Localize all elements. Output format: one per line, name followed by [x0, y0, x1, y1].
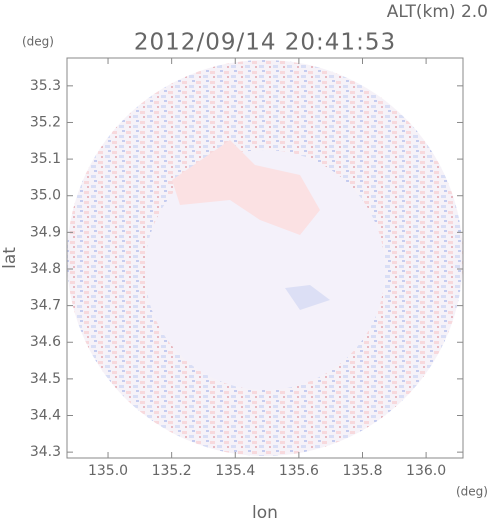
x-label: lon: [252, 503, 278, 521]
y-tick-label: 34.4: [30, 408, 61, 424]
y-tick-label: 35.3: [30, 78, 61, 94]
echo-area: [285, 285, 330, 310]
altitude: ALT(km) 2.0: [387, 2, 488, 22]
x-tick-label: 135.4: [215, 463, 255, 479]
y-tick-label: 35.2: [30, 114, 61, 130]
y-tick-label: 34.5: [30, 371, 61, 387]
y-tick-label: 34.6: [30, 334, 61, 350]
y-label: lat: [0, 247, 20, 269]
y-tick-label: 34.8: [30, 261, 61, 277]
x-tick-label: 135.2: [152, 463, 192, 479]
x-tick-label: 136.0: [406, 463, 446, 479]
y-tick-label: 34.7: [30, 298, 61, 314]
y-tick-label: 34.3: [30, 444, 61, 460]
chart-title: 2012/09/14 20:41:53: [134, 30, 396, 56]
x-unit: (deg): [456, 485, 488, 499]
echo-area: [172, 140, 320, 235]
y-tick-label: 34.9: [30, 224, 61, 240]
radar-image: [67, 60, 463, 456]
plot-frame: [66, 57, 464, 459]
y-unit: (deg): [22, 35, 54, 49]
y-tick-label: 35.0: [30, 188, 61, 204]
x-tick-label: 135.0: [88, 463, 128, 479]
radar-core: [145, 150, 385, 390]
x-tick-label: 135.6: [279, 463, 319, 479]
y-tick-label: 35.1: [30, 151, 61, 167]
x-tick-label: 135.8: [342, 463, 382, 479]
